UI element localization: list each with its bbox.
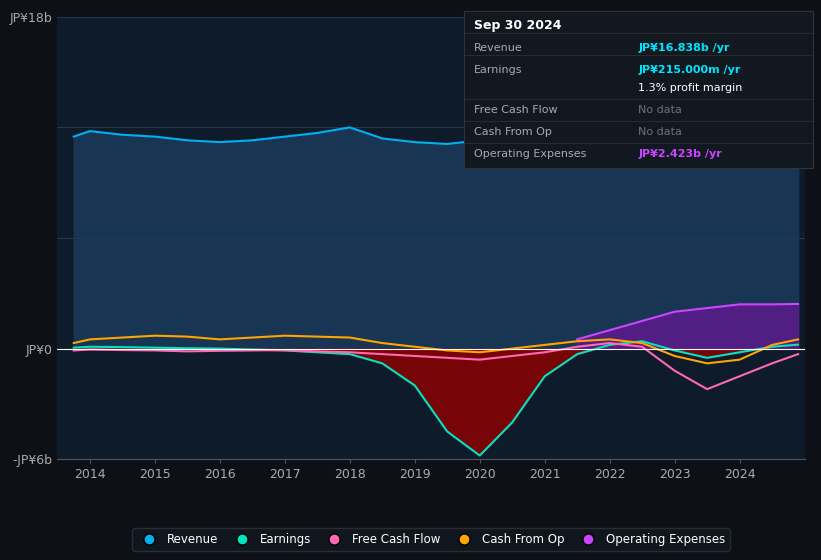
- Text: JP¥2.423b /yr: JP¥2.423b /yr: [639, 149, 722, 159]
- Text: Sep 30 2024: Sep 30 2024: [475, 19, 562, 32]
- Text: Operating Expenses: Operating Expenses: [475, 149, 587, 159]
- Text: JP¥16.838b /yr: JP¥16.838b /yr: [639, 43, 730, 53]
- Text: JP¥215.000m /yr: JP¥215.000m /yr: [639, 64, 741, 74]
- Text: No data: No data: [639, 127, 682, 137]
- Text: 1.3% profit margin: 1.3% profit margin: [639, 83, 743, 94]
- Text: Earnings: Earnings: [475, 64, 523, 74]
- Legend: Revenue, Earnings, Free Cash Flow, Cash From Op, Operating Expenses: Revenue, Earnings, Free Cash Flow, Cash …: [132, 528, 730, 550]
- Text: Cash From Op: Cash From Op: [475, 127, 553, 137]
- Text: Free Cash Flow: Free Cash Flow: [475, 105, 558, 115]
- Text: Revenue: Revenue: [475, 43, 523, 53]
- Text: No data: No data: [639, 105, 682, 115]
